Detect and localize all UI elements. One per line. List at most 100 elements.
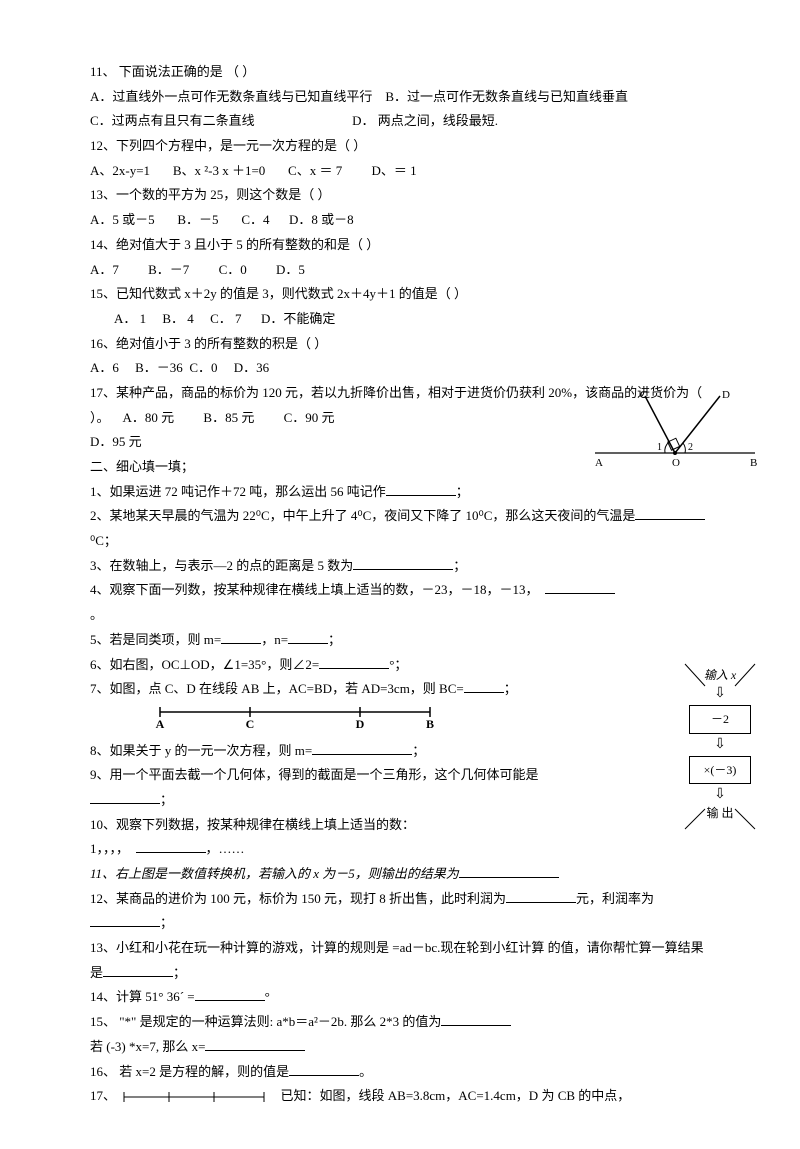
flowchart-figure: 输入 x ⇩ －2 ⇩ ×(－3) ⇩ 输 出 xyxy=(670,662,770,812)
f9blank: ； xyxy=(90,788,710,813)
q13-b: B．－5 xyxy=(177,212,218,227)
arrow-down-icon: ⇩ xyxy=(670,788,770,802)
f4-text: 4、观察下面一列数，按某种规律在横线上填上适当的数，－23，－18，－13， xyxy=(90,582,539,597)
exam-page: 11、 下面说法正确的是 （ ） A．过直线外一点可作无数条直线与已知直线平行 … xyxy=(0,0,800,1149)
f7: 7、如图，点 C、D 在线段 AB 上，AC=BD，若 AD=3cm，则 BC=… xyxy=(90,677,710,702)
f1-text: 1、如果运进 72 吨记作＋72 吨，那么运出 56 吨记作 xyxy=(90,484,386,499)
q16-b: B．－36 xyxy=(135,360,183,375)
q15-b: B． 4 xyxy=(162,311,193,326)
q11-stem: 11、 下面说法正确的是 （ ） xyxy=(90,60,710,85)
blank xyxy=(506,888,576,903)
f10c: ，…… xyxy=(206,841,245,856)
f7b: ； xyxy=(504,681,517,696)
f11-text: 11、右上图是一数值转换机，若输入的 x 为－5，则输出的结果为 xyxy=(90,866,459,881)
f17-text: 已知：如图，线段 AB=3.8cm，AC=1.4cm，D 为 CB 的中点， xyxy=(281,1088,631,1103)
blank xyxy=(205,1036,305,1051)
q15-stem: 15、已知代数式 x＋2y 的值是 3，则代数式 2x＋4y＋1 的值是（ ） xyxy=(90,282,710,307)
f10a: 10、观察下列数据，按某种规律在横线上填上适当的数： xyxy=(90,813,710,838)
f7a: 7、如图，点 C、D 在线段 AB 上，AC=BD，若 AD=3cm，则 BC= xyxy=(90,681,464,696)
q16-c: C．0 xyxy=(189,360,217,375)
q16-opts: A．6 B．－36 C．0 D．36 xyxy=(90,356,710,381)
blank xyxy=(221,629,261,644)
q17-a: A．80 元 xyxy=(123,410,175,425)
blank xyxy=(319,654,389,669)
f9: 9、用一个平面去截一个几何体，得到的截面是一个三角形，这个几何体可能是 xyxy=(90,763,710,788)
blank xyxy=(312,740,412,755)
blank xyxy=(635,505,705,520)
angle-figure: A B C D O 1 2 xyxy=(590,388,760,468)
f4dot: 。 xyxy=(90,603,710,628)
q12-opts: A、2x-y=1 B、x ²-3 x ＋1=0 C、x ＝ 7 D、＝ 1 xyxy=(90,159,710,184)
f5a: 5、若是同类项，则 m= xyxy=(90,632,221,647)
blank xyxy=(441,1011,511,1026)
f13: 13、小红和小花在玩一种计算的游戏，计算的规则是 =ad－bc.现在轮到小红计算… xyxy=(90,936,710,985)
svg-text:C: C xyxy=(640,389,647,401)
blank xyxy=(90,789,160,804)
f3: 3、在数轴上，与表示—2 的点的距离是 5 数为； xyxy=(90,554,710,579)
q11-b: B．过一点可作无数条直线与已知直线垂直 xyxy=(385,89,628,104)
f16: 16、 若 x=2 是方程的解，则的值是。 xyxy=(90,1060,710,1085)
svg-text:A: A xyxy=(156,717,165,730)
arrow-down-icon: ⇩ xyxy=(670,738,770,752)
q14-a: A．7 xyxy=(90,262,119,277)
svg-text:C: C xyxy=(246,717,255,730)
f1: 1、如果运进 72 吨记作＋72 吨，那么运出 56 吨记作； xyxy=(90,480,710,505)
flow-box-1: －2 xyxy=(689,705,751,734)
q16-a: A．6 xyxy=(90,360,119,375)
q14-stem: 14、绝对值大于 3 且小于 5 的所有整数的和是（ ） xyxy=(90,233,710,258)
blank xyxy=(459,863,559,878)
f6b: °； xyxy=(389,657,407,672)
q17-b: B．85 元 xyxy=(203,410,254,425)
f6a: 6、如右图，OC⊥OD，∠1=35°，则∠2= xyxy=(90,657,319,672)
q14-d: D．5 xyxy=(276,262,305,277)
blank xyxy=(136,838,206,853)
f10b: 1，，，， ，…… xyxy=(90,837,710,862)
f14-text: 14、计算 51° 36´ = xyxy=(90,989,195,1004)
f12a: 12、某商品的进价为 100 元，标价为 150 元，现打 8 折出售，此时利润… xyxy=(90,891,506,906)
f2-unit: ⁰C； xyxy=(90,533,117,548)
f8-text: 8、如果关于 y 的一元一次方程，则 m= xyxy=(90,743,312,758)
q13-opts: A．5 或－5 B．－5 C．4 D．8 或－8 xyxy=(90,208,710,233)
f16b: 。 xyxy=(359,1064,372,1079)
blank xyxy=(103,962,173,977)
svg-text:O: O xyxy=(672,457,680,468)
f9-text: 9、用一个平面去截一个几何体，得到的截面是一个三角形，这个几何体可能是 xyxy=(90,767,539,782)
blank xyxy=(195,986,265,1001)
f10b-text: 1，，，， xyxy=(90,841,129,856)
q15-a: A． 1 xyxy=(114,311,146,326)
q12-stem: 12、下列四个方程中，是一元一次方程的是（ ） xyxy=(90,134,710,159)
q13-stem: 13、一个数的平方为 25，则这个数是（ ） xyxy=(90,183,710,208)
f13a: 13、小红和小花在玩一种计算的游戏，计算的规则是 =ad－bc.现在轮到小红计算… xyxy=(90,940,704,980)
f4: 4、观察下面一列数，按某种规律在横线上填上适当的数，－23，－18，－13， xyxy=(90,578,710,603)
blank xyxy=(288,629,328,644)
f15b: 若 (-3) *x=7, 那么 x= xyxy=(90,1035,710,1060)
f15a: 15、 "*" 是规定的一种运算法则: a*b＝a²－2b. 那么 2*3 的值… xyxy=(90,1010,710,1035)
f8: 8、如果关于 y 的一元一次方程，则 m=； xyxy=(90,739,710,764)
svg-text:1: 1 xyxy=(657,442,662,453)
blank xyxy=(353,555,453,570)
q12-b: B、x ²-3 x ＋1=0 xyxy=(173,163,265,178)
q13-a: A．5 或－5 xyxy=(90,212,155,227)
svg-text:D: D xyxy=(356,717,365,730)
line-segment-figure: A C D B xyxy=(150,702,440,730)
blank xyxy=(464,678,504,693)
q11-ab: A．过直线外一点可作无数条直线与已知直线平行 B．过一点可作无数条直线与已知直线… xyxy=(90,85,710,110)
flow-box-2: ×(－3) xyxy=(689,756,751,785)
q13-c: C．4 xyxy=(241,212,269,227)
q15-d: D．不能确定 xyxy=(261,311,335,326)
q17-c: C．90 元 xyxy=(284,410,335,425)
f15b-text: 若 (-3) *x=7, 那么 x= xyxy=(90,1039,205,1054)
q13-d: D．8 或－8 xyxy=(289,212,354,227)
f14b: ° xyxy=(265,989,270,1004)
svg-text:A: A xyxy=(595,457,603,468)
blank xyxy=(289,1061,359,1076)
f5b: ，n= xyxy=(261,632,288,647)
f11: 11、右上图是一数值转换机，若输入的 x 为－5，则输出的结果为 xyxy=(90,862,710,887)
f3-text: 3、在数轴上，与表示—2 的点的距离是 5 数为 xyxy=(90,558,353,573)
f12b: 元，利润率为 xyxy=(576,891,654,906)
blank xyxy=(90,912,160,927)
f17: 17、 已知：如图，线段 AB=3.8cm，AC=1.4cm，D 为 CB 的中… xyxy=(90,1084,710,1109)
blank xyxy=(545,579,615,594)
svg-text:B: B xyxy=(750,457,757,468)
f12: 12、某商品的进价为 100 元，标价为 150 元，现打 8 折出售，此时利润… xyxy=(90,887,710,936)
